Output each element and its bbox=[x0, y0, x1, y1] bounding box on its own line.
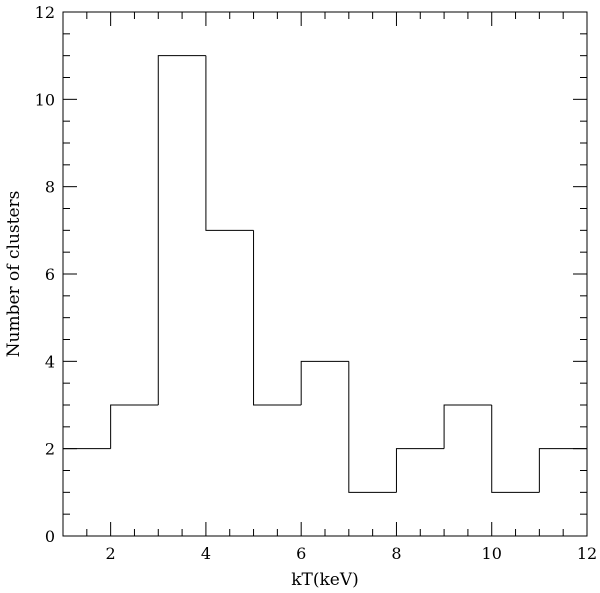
y-tick-label: 12 bbox=[35, 3, 55, 22]
x-tick-label: 10 bbox=[482, 544, 502, 563]
x-tick-label: 4 bbox=[201, 544, 211, 563]
y-tick-label: 2 bbox=[45, 440, 55, 459]
x-tick-label: 6 bbox=[296, 544, 306, 563]
y-tick-label: 0 bbox=[45, 527, 55, 546]
histogram-bin bbox=[443, 404, 492, 449]
histogram-bin bbox=[491, 405, 540, 493]
histogram-bin bbox=[253, 230, 302, 406]
x-tick-label: 12 bbox=[577, 544, 597, 563]
histogram-bin bbox=[348, 361, 397, 493]
plot-frame bbox=[62, 11, 588, 537]
y-tick-label: 6 bbox=[45, 265, 55, 284]
histogram-bin bbox=[538, 448, 587, 493]
x-tick-label: 2 bbox=[106, 544, 116, 563]
y-tick-label: 10 bbox=[35, 90, 55, 109]
histogram-bin bbox=[395, 448, 445, 493]
y-tick-labels: 0 2 4 6 8 10 12 bbox=[35, 3, 55, 546]
histogram-steps bbox=[63, 55, 587, 493]
histogram-bin bbox=[300, 360, 349, 405]
y-tick-label: 8 bbox=[45, 178, 55, 197]
x-tick-label: 8 bbox=[391, 544, 401, 563]
axis-ticks bbox=[62, 11, 588, 537]
y-tick-label: 4 bbox=[45, 352, 55, 371]
x-tick-labels: 2 4 6 8 10 12 bbox=[106, 544, 598, 563]
histogram-bin bbox=[205, 55, 254, 231]
y-axis-label: Number of clusters bbox=[4, 191, 24, 358]
histogram-bin bbox=[157, 55, 206, 405]
x-axis-label: kT(keV) bbox=[291, 570, 359, 590]
histogram-bin bbox=[110, 404, 159, 449]
